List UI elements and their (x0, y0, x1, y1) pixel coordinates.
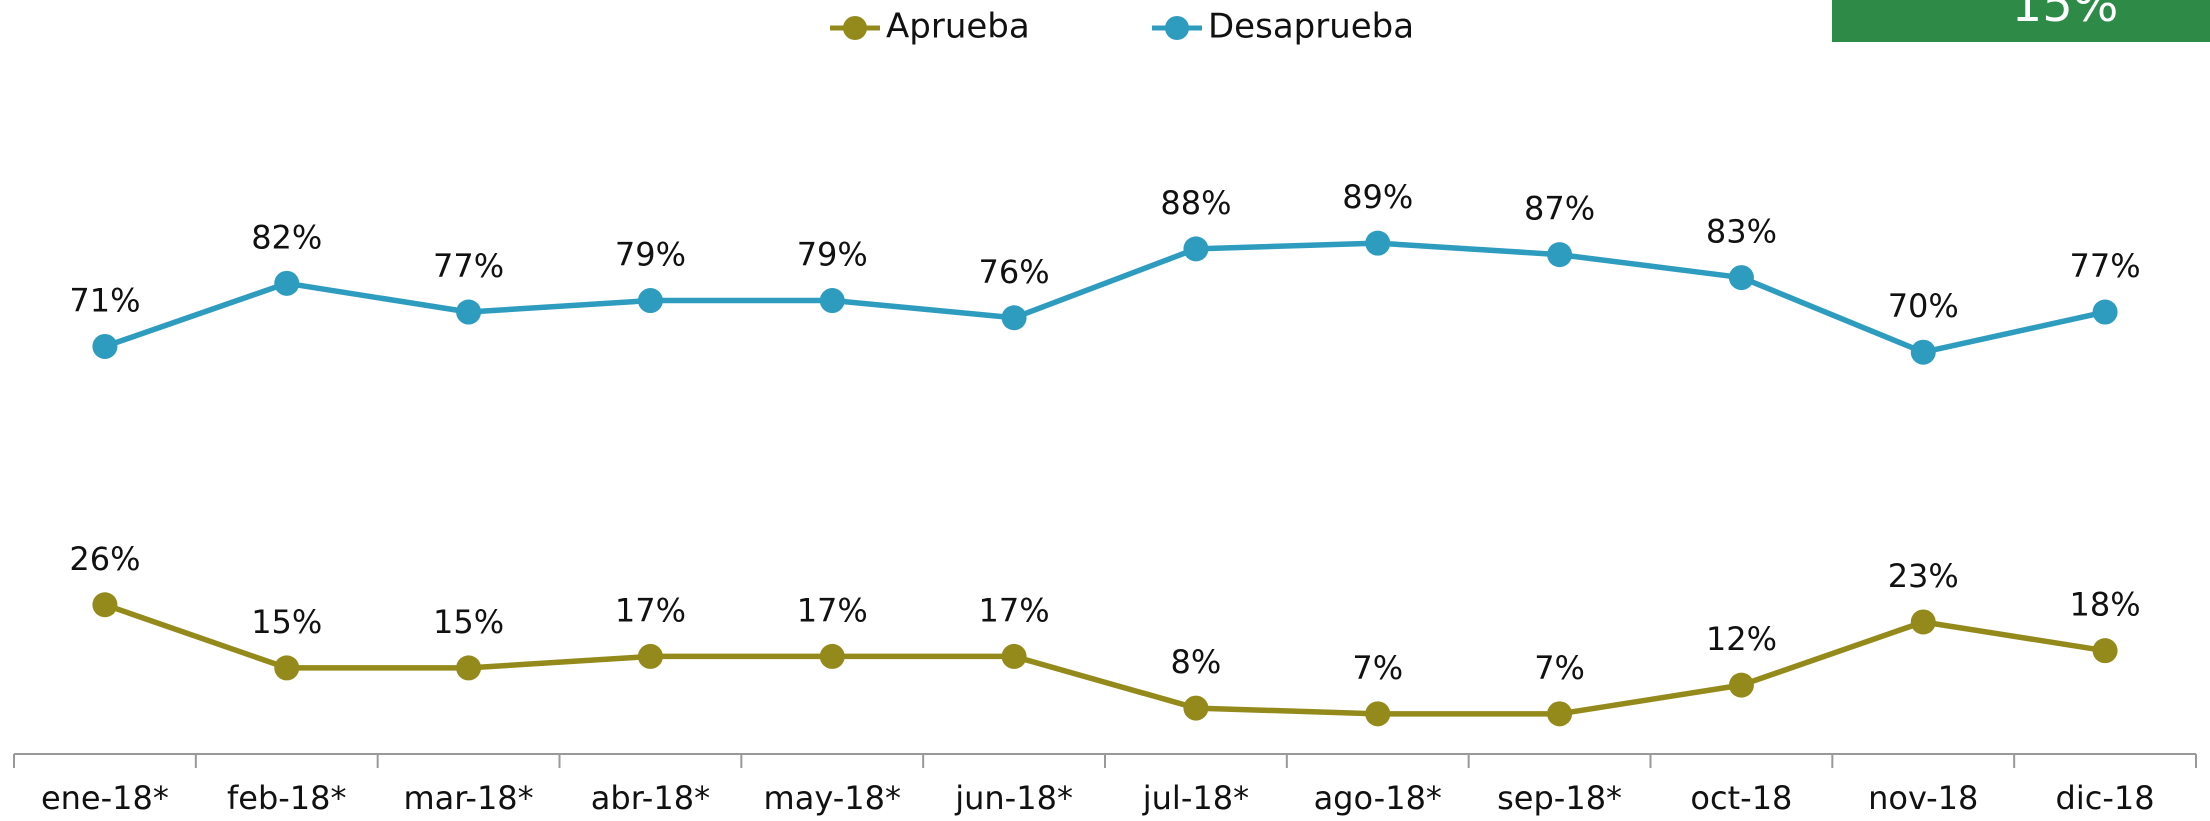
marker (637, 288, 663, 314)
x-tick-label: ene-18* (41, 779, 169, 817)
x-tick-label: feb-18* (227, 779, 347, 817)
marker (819, 288, 845, 314)
marker (1728, 265, 1754, 291)
marker (1910, 339, 1936, 365)
data-label: 82% (251, 218, 322, 256)
series-line (104, 602, 2106, 717)
marker (1547, 242, 1573, 268)
data-label: 18% (2070, 586, 2141, 624)
marker (1001, 643, 1027, 669)
data-label: 17% (797, 591, 868, 629)
legend-label: Aprueba (886, 7, 1030, 47)
marker (92, 592, 118, 618)
x-tick-label: nov-18 (1868, 779, 1978, 817)
x-tick-label: ago-18* (1314, 779, 1442, 817)
data-label: 83% (1706, 213, 1777, 251)
marker (456, 655, 482, 681)
marker (819, 643, 845, 669)
x-tick-label: dic-18 (2056, 779, 2155, 817)
x-tick-label: sep-18* (1497, 779, 1622, 817)
marker (92, 333, 118, 359)
data-label: 15% (251, 603, 322, 641)
data-label: 26% (69, 540, 140, 578)
marker (456, 299, 482, 325)
data-label: 87% (1524, 190, 1595, 228)
data-label: 71% (69, 281, 140, 319)
x-tick-label: abr-18* (591, 779, 710, 817)
marker (2092, 638, 2118, 664)
x-tick-label: oct-18 (1690, 779, 1792, 817)
marker (274, 270, 300, 296)
data-label: 77% (2070, 247, 2141, 285)
data-label: 7% (1534, 649, 1585, 687)
marker (1728, 672, 1754, 698)
data-label: 70% (1888, 287, 1959, 325)
marker (1001, 305, 1027, 331)
data-label: 7% (1352, 649, 1403, 687)
annotation: 15% (2012, 0, 2119, 33)
marker (1183, 695, 1209, 721)
x-tick-label: mar-18* (404, 779, 534, 817)
marker (2092, 299, 2118, 325)
data-label: 76% (979, 253, 1050, 291)
data-label: 88% (1160, 184, 1231, 222)
annotation-box (1832, 0, 2210, 42)
data-label: 12% (1706, 620, 1777, 658)
marker (1183, 236, 1209, 262)
data-label: 17% (615, 591, 686, 629)
data-label: 17% (979, 591, 1050, 629)
data-label: 8% (1171, 643, 1222, 681)
x-tick-label: jun-18* (954, 779, 1073, 817)
data-label: 79% (797, 236, 868, 274)
marker (1365, 230, 1391, 256)
data-label: 23% (1888, 557, 1959, 595)
legend-marker (1165, 16, 1189, 40)
legend-marker (843, 16, 867, 40)
x-tick-label: jul-18* (1142, 779, 1249, 817)
marker (1365, 701, 1391, 727)
legend-label: Desaprueba (1208, 7, 1414, 47)
marker (1910, 609, 1936, 635)
data-label: 79% (615, 236, 686, 274)
x-tick-label: may-18* (764, 779, 901, 817)
data-label: 89% (1342, 178, 1413, 216)
data-label: 77% (433, 247, 504, 285)
series-line (104, 240, 2106, 355)
data-label: 15% (433, 603, 504, 641)
marker (274, 655, 300, 681)
marker (637, 643, 663, 669)
marker (1547, 701, 1573, 727)
